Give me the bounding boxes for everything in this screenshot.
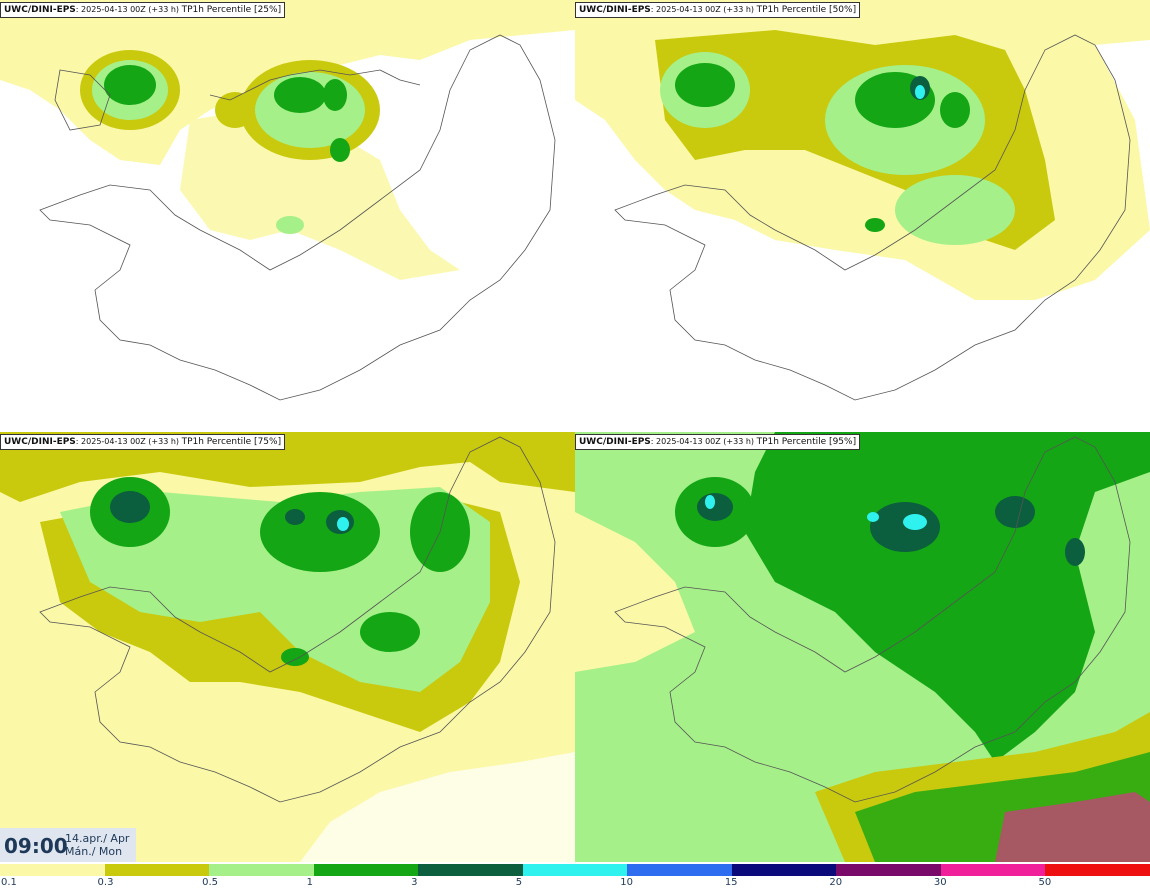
- valid-date-line2: Mán./ Mon: [65, 845, 123, 858]
- legend-tick-label: 30: [933, 877, 947, 888]
- precip-map: [0, 0, 575, 430]
- legend-swatch: [940, 864, 1046, 876]
- legend-tick-label: 0.3: [97, 877, 114, 888]
- legend-swatch: [418, 864, 523, 876]
- legend-swatch: [731, 864, 837, 876]
- legend-swatch: [209, 864, 314, 876]
- valid-time: 09:00: [4, 834, 68, 858]
- valid-date: 14.apr./ Apr Mán./ Mon: [65, 832, 129, 858]
- map-panel-p25: UWC/DINI-EPS: 2025-04-13 00Z (+33 h) TP1…: [0, 0, 575, 430]
- legend-tick-label: 5: [515, 877, 523, 888]
- map-panel-p95: UWC/DINI-EPS: 2025-04-13 00Z (+33 h) TP1…: [575, 432, 1150, 862]
- legend-tick-label: 0.1: [1, 877, 17, 888]
- legend-swatch: [313, 864, 419, 876]
- precip-map: [575, 432, 1150, 862]
- legend-tick-label: 10: [620, 877, 633, 888]
- legend-tick-label: 20: [829, 877, 843, 888]
- legend-swatch: [0, 864, 105, 876]
- legend-tick-label: 15: [724, 877, 738, 888]
- legend-tick-label: 50: [1038, 877, 1052, 888]
- panel-title: UWC/DINI-EPS: 2025-04-13 00Z (+33 h) TP1…: [575, 434, 861, 450]
- map-panel-p50: UWC/DINI-EPS: 2025-04-13 00Z (+33 h) TP1…: [575, 0, 1150, 430]
- legend-tick-label: 0.5: [202, 877, 218, 888]
- precip-legend: 0.1 0.3 0.5 1 3 5 10 15 20 30 50: [0, 862, 1150, 891]
- legend-swatch: [1045, 864, 1150, 876]
- valid-time-box: 09:00 14.apr./ Apr Mán./ Mon: [0, 828, 136, 862]
- legend-swatch: [522, 864, 628, 876]
- map-panel-p75: UWC/DINI-EPS: 2025-04-13 00Z (+33 h) TP1…: [0, 432, 575, 862]
- legend-tick-label: 3: [411, 877, 418, 888]
- legend-swatch: [104, 864, 210, 876]
- legend-swatch: [627, 864, 732, 876]
- precip-map: [575, 0, 1150, 430]
- panel-title: UWC/DINI-EPS: 2025-04-13 00Z (+33 h) TP1…: [575, 2, 861, 18]
- precip-map: [0, 432, 575, 862]
- legend-swatch: [836, 864, 941, 876]
- panel-title: UWC/DINI-EPS: 2025-04-13 00Z (+33 h) TP1…: [0, 2, 286, 18]
- legend-tick-label: 1: [306, 877, 313, 888]
- panel-title: UWC/DINI-EPS: 2025-04-13 00Z (+33 h) TP1…: [0, 434, 286, 450]
- valid-date-line1: 14.apr./ Apr: [65, 832, 130, 845]
